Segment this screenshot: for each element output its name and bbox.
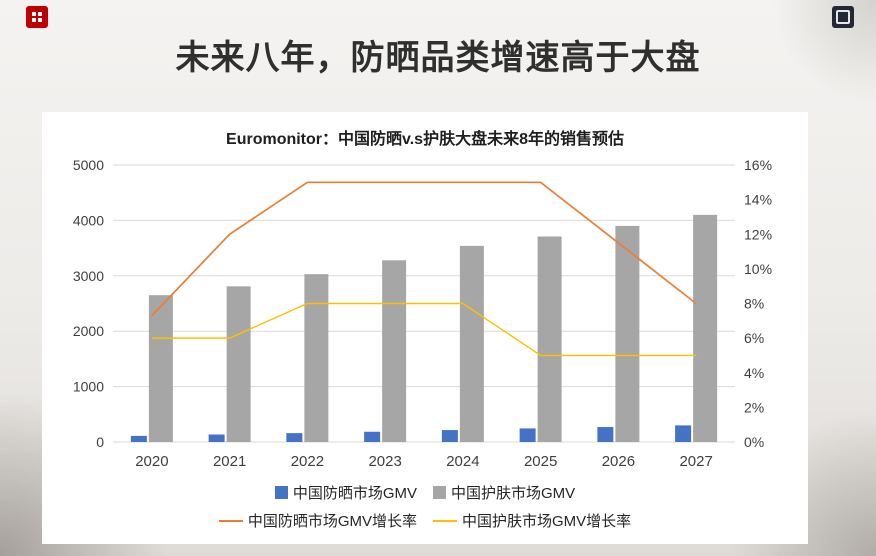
bar-skincare-gmv	[148, 295, 173, 442]
bar-skincare-gmv	[459, 245, 484, 442]
bar-skincare-gmv	[615, 225, 640, 442]
left-axis-tick: 5000	[73, 157, 104, 173]
legend-item-sunscreen-growth: 中国防晒市场GMV增长率	[218, 510, 417, 531]
line-skincare-growth	[151, 302, 697, 357]
chart-title: Euromonitor：中国防晒v.s护肤大盘未来8年的销售预估	[226, 131, 624, 148]
bar-sunscreen-gmv	[597, 427, 614, 442]
right-axis-tick: 10%	[744, 261, 772, 277]
x-axis-label: 2027	[679, 453, 712, 470]
legend-item-skincare-gmv: 中国护肤市场GMV	[433, 482, 575, 503]
sunscreen-gmv-swatch-icon	[274, 486, 288, 499]
legend-label-skincare-gmv: 中国护肤市场GMV	[451, 485, 576, 502]
right-axis-tick: 6%	[744, 330, 764, 346]
x-axis-label: 2023	[368, 453, 401, 470]
x-axis-label: 2021	[213, 453, 246, 470]
bar-sunscreen-gmv	[208, 434, 225, 442]
x-axis-label: 2025	[524, 453, 557, 470]
right-axis-tick: 14%	[744, 192, 772, 208]
legend-item-sunscreen-gmv: 中国防晒市场GMV	[274, 482, 417, 503]
bar-sunscreen-gmv	[675, 425, 692, 442]
x-axis-label: 2026	[602, 453, 635, 470]
sunscreen-growth-line-icon	[218, 519, 243, 522]
legend-row-lines: 中国防晒市场GMV增长率 中国护肤市场GMV增长率	[218, 510, 631, 531]
bar-sunscreen-gmv	[130, 435, 147, 442]
bar-sunscreen-gmv	[286, 433, 303, 442]
right-axis-tick: 4%	[744, 365, 764, 381]
right-axis-tick: 0%	[744, 434, 764, 450]
legend-label-skincare-growth: 中国护肤市场GMV增长率	[462, 513, 632, 530]
x-axis-label: 2024	[446, 453, 479, 470]
bar-skincare-gmv	[537, 236, 562, 442]
legend-label-sunscreen-gmv: 中国防晒市场GMV	[292, 485, 417, 502]
bar-sunscreen-gmv	[364, 431, 381, 442]
legend-row-bars: 中国防晒市场GMV 中国护肤市场GMV	[274, 482, 575, 503]
bar-skincare-gmv	[226, 286, 251, 442]
left-axis-tick: 4000	[73, 212, 104, 228]
skincare-gmv-swatch-icon	[433, 486, 446, 499]
page-title: 未来八年，防晒品类增速高于大盘	[175, 39, 701, 77]
chart-svg: 0 1000 2000 3000 4000 5000 0% 2% 4% 6% 8% 10% 12% 14%…	[73, 157, 772, 470]
bar-sunscreen-gmv	[441, 430, 458, 442]
bar-skincare-gmv	[304, 274, 329, 442]
bar-skincare-gmv	[693, 214, 718, 442]
left-axis-tick: 2000	[73, 323, 104, 339]
bar-sunscreen-gmv	[519, 428, 536, 442]
chart-legend: 中国防晒市场GMV 中国护肤市场GMV 中国防晒市场GMV增长率 中国护肤市场G…	[42, 482, 808, 531]
top-left-logo-icon	[26, 6, 48, 28]
right-axis-tick: 16%	[744, 157, 772, 173]
left-axis-tick: 3000	[73, 268, 104, 284]
bar-skincare-gmv	[382, 260, 407, 442]
x-axis-label: 2020	[135, 453, 168, 470]
right-axis-tick: 2%	[744, 399, 764, 415]
right-axis-tick: 12%	[744, 226, 772, 242]
top-right-logo-icon	[832, 6, 854, 28]
chart-card: Euromonitor：中国防晒v.s护肤大盘未来8年的销售预估 0 1000 20…	[42, 112, 808, 544]
left-axis-tick: 0	[96, 434, 104, 450]
right-axis-tick: 8%	[744, 296, 764, 312]
line-sunscreen-growth	[151, 181, 697, 317]
x-axis-label: 2022	[291, 453, 324, 470]
legend-label-sunscreen-growth: 中国防晒市场GMV增长率	[247, 513, 417, 530]
legend-item-skincare-growth: 中国护肤市场GMV增长率	[433, 510, 631, 531]
skincare-growth-line-icon	[433, 519, 457, 522]
left-axis-tick: 1000	[73, 379, 104, 395]
